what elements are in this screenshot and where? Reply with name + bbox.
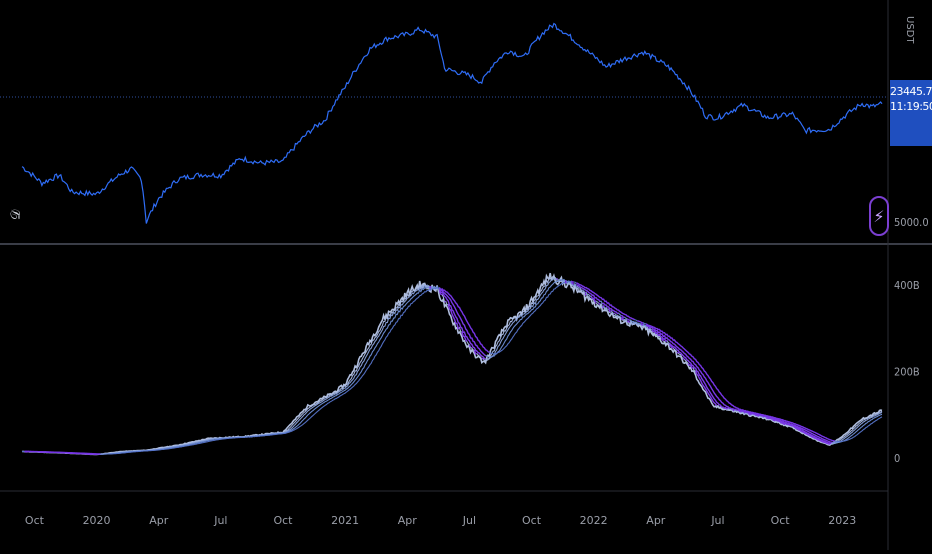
time-scale[interactable]: Oct 2020 Apr Jul Oct 2021 Apr Jul Oct 2022 Apr Jul O… <box>9 209 856 527</box>
tv-logo-icon: 𝒟 <box>9 209 24 220</box>
price-scale-label: 5000.0 <box>894 216 929 229</box>
last-price-value: 23445.7 <box>890 85 932 98</box>
market-cap-scale-label: 200B <box>894 365 920 378</box>
time-scale-tick: Jul <box>462 514 476 527</box>
time-scale-tick: Jul <box>710 514 724 527</box>
last-price-label: 23445.7 11:19:50 <box>890 80 932 146</box>
price-series-line[interactable] <box>21 22 883 224</box>
time-scale-tick: 2020 <box>83 514 111 527</box>
time-scale-tick: Apr <box>398 514 418 527</box>
time-scale-tick: Oct <box>522 514 542 527</box>
time-scale-tick: Oct <box>273 514 293 527</box>
time-scale-tick: Apr <box>646 514 666 527</box>
price-panel[interactable] <box>21 22 883 224</box>
market-cap-scale-label: 0 <box>894 452 900 465</box>
market-cap-panel[interactable] <box>21 272 883 456</box>
currency-label: USDT <box>904 16 915 44</box>
time-scale-tick: 2021 <box>331 514 359 527</box>
price-scale[interactable]: 5000.0 0 200B 400B <box>894 216 929 465</box>
market-cap-downtrend-5 <box>24 280 835 455</box>
bar-countdown: 11:19:50 <box>890 100 932 113</box>
time-scale-tick: 2023 <box>828 514 856 527</box>
time-scale-tick: 2022 <box>580 514 608 527</box>
time-scale-tick: Jul <box>213 514 227 527</box>
time-scale-tick: Oct <box>771 514 791 527</box>
time-scale-tick: Apr <box>149 514 169 527</box>
lightning-bolt-icon[interactable]: ⚡ <box>869 196 889 236</box>
time-scale-tick: Oct <box>25 514 45 527</box>
market-cap-scale-label: 400B <box>894 279 920 292</box>
